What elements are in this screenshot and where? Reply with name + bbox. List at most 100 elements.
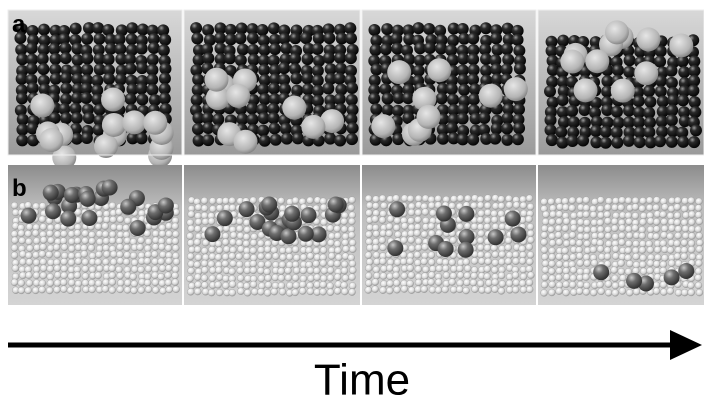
dark-bead [125, 93, 137, 105]
dark-bead [192, 74, 204, 86]
glass-bead [688, 282, 695, 289]
glass-bead [527, 230, 534, 237]
dark-bead [345, 32, 357, 44]
grey-bead [120, 199, 136, 215]
glass-bead [612, 282, 619, 289]
glass-bead [450, 195, 457, 202]
glass-bead [379, 287, 386, 294]
glass-bead [695, 204, 702, 211]
glass-bead [674, 253, 681, 260]
glass-bead [109, 202, 116, 209]
dark-bead [278, 62, 290, 74]
glass-bead [408, 287, 415, 294]
glass-bead [647, 246, 654, 253]
glass-bead [279, 247, 286, 254]
dark-bead [380, 43, 392, 55]
glass-bead [373, 252, 380, 259]
dark-bead [611, 126, 623, 138]
glass-bead [654, 246, 661, 253]
glass-bead [611, 267, 618, 274]
glass-bead [11, 279, 18, 286]
dark-bead [136, 43, 148, 55]
glass-bead [187, 253, 194, 260]
glass-bead [144, 273, 151, 280]
glass-bead [380, 210, 387, 217]
glass-bead [393, 224, 400, 231]
glass-bead [590, 226, 597, 233]
glass-bead [202, 254, 209, 261]
light-bead [301, 115, 325, 139]
glass-bead [555, 232, 562, 239]
glass-bead [570, 212, 577, 219]
glass-bead [646, 204, 653, 211]
glass-bead [689, 253, 696, 260]
glass-bead [597, 205, 604, 212]
glass-bead [229, 268, 236, 275]
glass-bead [604, 226, 611, 233]
dark-bead [346, 133, 358, 145]
glass-bead [243, 240, 250, 247]
grey-bead [43, 185, 59, 201]
glass-bead [484, 273, 491, 280]
photo-b [538, 165, 704, 305]
glass-bead [250, 239, 257, 246]
glass-bead [681, 289, 688, 296]
glass-bead [696, 239, 703, 246]
glass-bead [563, 289, 570, 296]
glass-bead [556, 218, 563, 225]
dark-bead [579, 104, 591, 116]
glass-bead [365, 252, 372, 259]
glass-bead [464, 265, 471, 272]
dark-bead [446, 83, 458, 95]
glass-bead [229, 281, 236, 288]
glass-bead [604, 253, 611, 260]
glass-bead [526, 266, 533, 273]
glass-bead [145, 238, 152, 245]
glass-bead [250, 247, 257, 254]
glass-bead [117, 244, 124, 251]
glass-bead [61, 244, 68, 251]
glass-bead [39, 251, 46, 258]
glass-bead [639, 261, 646, 268]
glass-bead [492, 279, 499, 286]
glass-bead [471, 258, 478, 265]
dark-bead [334, 52, 346, 64]
glass-bead [123, 224, 130, 231]
dark-bead [70, 23, 82, 35]
glass-bead [82, 230, 89, 237]
glass-bead [380, 273, 387, 280]
glass-bead [555, 274, 562, 281]
grey-bead [505, 211, 521, 227]
glass-bead [386, 230, 393, 237]
glass-bead [272, 253, 279, 260]
glass-bead [320, 219, 327, 226]
glass-bead [172, 223, 179, 230]
glass-bead [40, 223, 47, 230]
glass-bead [569, 281, 576, 288]
glass-bead [653, 288, 660, 295]
dark-bead [258, 44, 270, 56]
glass-bead [68, 259, 75, 266]
glass-bead [258, 275, 265, 282]
dark-bead [202, 134, 214, 146]
glass-bead [646, 197, 653, 204]
dark-bead [655, 86, 667, 98]
glass-bead [88, 280, 95, 287]
glass-bead [519, 245, 526, 252]
glass-bead [19, 258, 26, 265]
glass-bead [647, 260, 654, 267]
glass-bead [612, 197, 619, 204]
glass-bead [485, 258, 492, 265]
glass-bead [124, 237, 131, 244]
glass-bead [639, 197, 646, 204]
glass-bead [498, 287, 505, 294]
panel-label: a [12, 11, 26, 38]
dark-bead [381, 23, 393, 35]
glass-bead [442, 265, 449, 272]
light-bead [94, 134, 118, 158]
light-bead [605, 20, 629, 44]
glass-bead [640, 268, 647, 275]
photo-a [538, 10, 704, 155]
glass-bead [393, 280, 400, 287]
glass-bead [549, 211, 556, 218]
